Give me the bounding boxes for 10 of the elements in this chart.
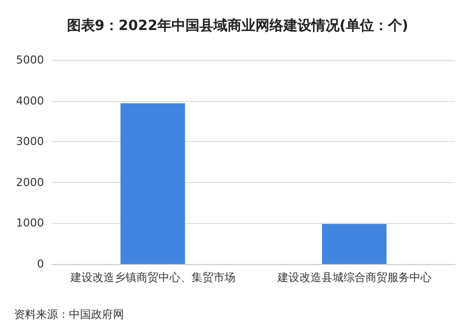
y-tick-label: 2000 xyxy=(16,176,44,189)
y-tick-label: 4000 xyxy=(16,94,44,108)
y-tick-label: 3000 xyxy=(16,135,44,148)
text: 资料来源：中国政府网 xyxy=(14,308,124,321)
x-tick-label: 建设改造乡镇商贸中心、集贸市场 xyxy=(69,271,236,284)
x-tick-label: 建设改造县城综合商贸服务中心 xyxy=(276,271,432,284)
y-tick-label: 5000 xyxy=(16,54,44,66)
chart-title: 图表9：2022年中国县域商业网络建设情况(单位：个) xyxy=(66,17,408,34)
y-tick-label: 1000 xyxy=(16,216,44,230)
y-tick-label: 0 xyxy=(37,258,44,270)
